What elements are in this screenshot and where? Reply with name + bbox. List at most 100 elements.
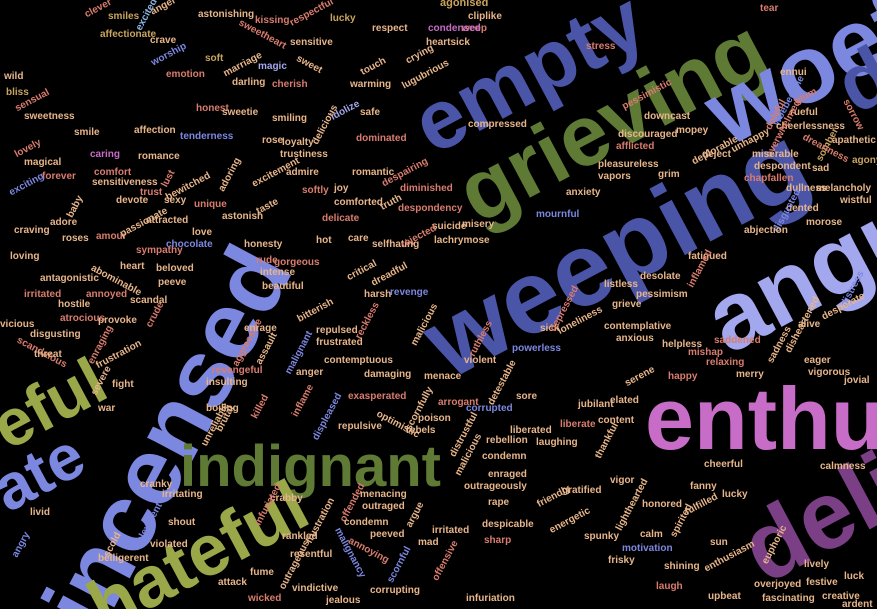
word-wild: wild	[4, 71, 24, 82]
word-shining: shining	[664, 561, 700, 572]
word-love: love	[192, 227, 213, 238]
word-loving: loving	[10, 251, 40, 262]
word-wicked: wicked	[248, 593, 282, 604]
word-powerless: powerless	[512, 343, 561, 354]
word-attracted: attracted	[146, 215, 189, 226]
word-attack: attack	[218, 577, 247, 588]
word-upbeat: upbeat	[708, 591, 741, 602]
word-happy: happy	[668, 371, 698, 382]
word-killed: killed	[249, 392, 272, 421]
word-devote: devote	[116, 195, 149, 206]
word-vigor: vigor	[610, 475, 635, 486]
word-touch: touch	[358, 55, 388, 78]
word-irritated: irritated	[24, 289, 62, 300]
word-scandal: scandal	[130, 295, 168, 306]
word-kissing: kissing	[255, 15, 290, 26]
word-bliss: bliss	[6, 87, 29, 98]
word-sharp: sharp	[484, 535, 512, 546]
word-trust: trust	[140, 187, 163, 198]
word-amour: amour	[96, 231, 127, 242]
word-poison: poison	[418, 413, 451, 424]
word-sensitive: sensitive	[290, 37, 333, 48]
word-belligerent: belligerent	[98, 553, 149, 564]
word-threat: threat	[34, 349, 62, 360]
word-gratified: gratified	[562, 485, 602, 496]
word-exciting: exciting	[7, 170, 46, 199]
word-hot: hot	[316, 235, 332, 246]
word-shout: shout	[168, 517, 196, 528]
word-vigorous: vigorous	[808, 367, 851, 378]
word-romance: romance	[138, 151, 180, 162]
word-astonish: astonish	[222, 211, 264, 222]
word-honest: honest	[196, 103, 229, 114]
word-sweet: sweet	[294, 53, 324, 76]
word-warming: warming	[350, 79, 392, 90]
word-fascinating: fascinating	[762, 593, 815, 604]
word-thankful: thankful	[593, 421, 621, 461]
word-roses: roses	[62, 233, 89, 244]
word-dominated: dominated	[356, 133, 407, 144]
word-liberate: liberate	[560, 419, 596, 430]
word-annoyed: annoyed	[86, 289, 128, 300]
word-enrage: enrage	[244, 323, 277, 334]
word-cheerful: cheerful	[704, 459, 743, 470]
word-alive: alive	[798, 319, 821, 330]
word-condemn2: condemn	[344, 517, 389, 528]
word-beautiful: beautiful	[262, 281, 304, 292]
word-baby: baby	[64, 193, 86, 220]
word-melancholy: melancholy	[816, 183, 872, 194]
word-grim: grim	[658, 169, 680, 180]
word-rebels: rebels	[406, 425, 436, 436]
word-corrupted: corrupted	[466, 403, 513, 414]
word-caring: caring	[90, 149, 121, 160]
word-astonishing: astonishing	[198, 9, 255, 20]
word-arrogant: arrogant	[438, 397, 479, 408]
word-anxious: anxious	[616, 333, 654, 344]
word-agonised: agonised	[440, 0, 489, 9]
word-outrageously: outrageously	[464, 481, 527, 492]
word-ardent: ardent	[842, 599, 873, 609]
word-affectionate: affectionate	[100, 29, 157, 40]
word-corrupting: corrupting	[370, 585, 420, 596]
word-chocolate: chocolate	[166, 239, 213, 250]
word-eager: eager	[804, 355, 831, 366]
word-vapors: vapors	[598, 171, 631, 182]
word-despondent: despondent	[754, 161, 811, 172]
word-smiles: smiles	[108, 11, 140, 22]
word-care: care	[348, 233, 369, 244]
word-diminished: diminished	[400, 183, 453, 194]
word-helpless: helpless	[662, 339, 703, 350]
word-grieve: grieve	[612, 299, 642, 310]
word-admire: admire	[286, 167, 319, 178]
word-bitterish: bitterish	[295, 296, 336, 325]
word-cranky: cranky	[140, 479, 173, 490]
word-outraged: outraged	[362, 501, 405, 512]
word-respectful: respectful	[287, 0, 336, 29]
word-sore: sore	[516, 391, 538, 402]
word-tear: tear	[760, 3, 779, 14]
word-calmness: calmness	[820, 461, 866, 472]
word-sexy: sexy	[164, 195, 187, 206]
word-afflicted: afflicted	[616, 141, 655, 152]
word-exasperated: exasperated	[348, 391, 407, 402]
word-dented: dented	[786, 203, 819, 214]
word-rose: rose	[262, 135, 284, 146]
word-safe: safe	[360, 107, 381, 118]
word-heartsick: heartsick	[426, 37, 470, 48]
word-abjection: abjection	[744, 225, 788, 236]
word-menace: menace	[424, 371, 462, 382]
word-despondency: despondency	[398, 203, 463, 214]
word-misery: misery	[462, 219, 495, 230]
word-stress: stress	[586, 41, 616, 52]
word-fanny: fanny	[690, 481, 717, 492]
word-irritated2: irritated	[432, 525, 470, 536]
word-magic: magic	[258, 61, 287, 72]
word-rankled: rankled	[282, 531, 318, 542]
word-delicate: delicate	[322, 213, 360, 224]
word-liberated: liberated	[510, 425, 552, 436]
word-reckless: reckless	[353, 300, 382, 342]
word-beloved: beloved	[156, 263, 194, 274]
word-argue: argue	[403, 500, 427, 530]
word-loyalty: loyalty	[282, 137, 314, 148]
